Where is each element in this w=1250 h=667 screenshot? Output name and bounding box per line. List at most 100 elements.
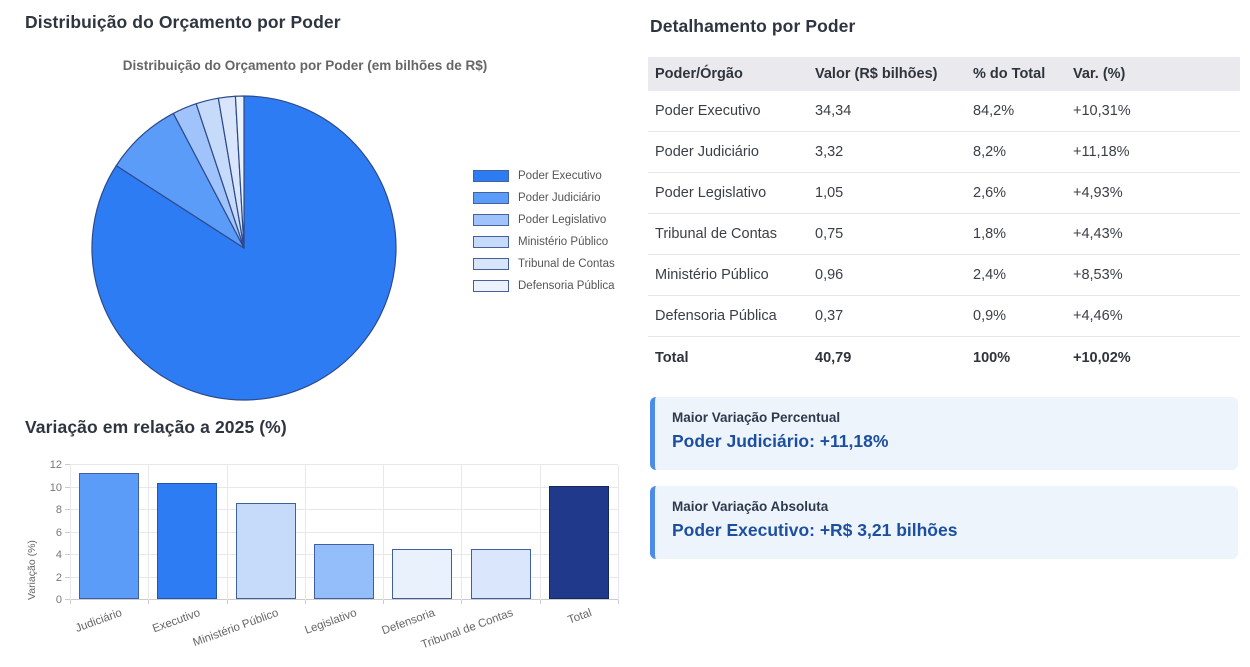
legend-label: Poder Judiciário bbox=[518, 192, 601, 204]
table-cell: +4,43% bbox=[1073, 226, 1123, 242]
legend-swatch bbox=[473, 170, 509, 182]
table-cell: Poder Legislativo bbox=[655, 185, 767, 201]
table-cell: Poder Executivo bbox=[655, 103, 761, 119]
table-cell: 0,37 bbox=[815, 308, 844, 324]
x-axis-tick-mark bbox=[383, 600, 385, 604]
highlight-card-title: Maior Variação Percentual bbox=[672, 410, 841, 425]
bar-section-heading: Variação em relação a 2025 (%) bbox=[25, 417, 287, 437]
y-axis-tick-label: 10 bbox=[49, 481, 62, 494]
table-cell: 100% bbox=[973, 349, 1011, 366]
legend-swatch bbox=[473, 258, 509, 270]
table-cell: 2,4% bbox=[973, 267, 1007, 283]
table-cell: 1,8% bbox=[973, 226, 1007, 242]
table-cell: Defensoria Pública bbox=[655, 308, 777, 324]
table-cell: 8,2% bbox=[973, 144, 1007, 160]
table-cell: Poder Judiciário bbox=[655, 144, 759, 160]
table-header-cell: Poder/Órgão bbox=[655, 66, 743, 82]
legend-label: Poder Legislativo bbox=[518, 214, 607, 226]
y-axis-tick-label: 4 bbox=[55, 549, 62, 561]
highlight-card-absolute-variation: Maior Variação Absoluta Poder Executivo:… bbox=[650, 486, 1238, 559]
highlight-card-title: Maior Variação Absoluta bbox=[672, 499, 829, 514]
bar-chart-x-axis-line bbox=[70, 599, 618, 600]
highlight-card-value: Poder Judiciário: +11,18% bbox=[672, 431, 889, 451]
table-cell: 0,9% bbox=[973, 308, 1007, 324]
y-axis-tick-mark bbox=[65, 599, 70, 600]
gridline-vertical bbox=[70, 465, 71, 600]
bar-chart: Variação (%) 0 2 4 6 8 10 12 Judiciário Executiv… bbox=[26, 459, 619, 651]
table-cell: +11,18% bbox=[1073, 144, 1130, 160]
table-section-heading: Detalhamento por Poder bbox=[650, 16, 856, 36]
legend-item: Poder Judiciário bbox=[473, 187, 615, 209]
gridline-vertical bbox=[304, 465, 306, 600]
x-axis-category-label: Judiciário bbox=[73, 607, 124, 635]
x-axis-tick-mark bbox=[148, 600, 150, 604]
bar bbox=[314, 543, 374, 599]
table-header-cell: Var. (%) bbox=[1073, 66, 1126, 82]
legend-label: Defensoria Pública bbox=[518, 280, 615, 292]
table-cell: 84,2% bbox=[973, 103, 1015, 119]
table-cell: +4,46% bbox=[1073, 308, 1123, 324]
x-axis-tick-mark bbox=[539, 600, 541, 604]
gridline-horizontal bbox=[70, 486, 618, 488]
x-axis-category-label: Ministério Público bbox=[191, 607, 280, 650]
pie-section-heading: Distribuição do Orçamento por Poder bbox=[25, 12, 341, 32]
x-axis-category-label: Total bbox=[566, 607, 593, 627]
legend-label: Ministério Público bbox=[518, 236, 609, 248]
y-axis-tick-mark bbox=[65, 509, 70, 510]
legend-swatch bbox=[473, 280, 509, 292]
bar bbox=[470, 549, 531, 599]
table-cell: 2,6% bbox=[973, 185, 1007, 201]
y-axis-tick-label: 12 bbox=[49, 459, 62, 471]
table-cell: 1,05 bbox=[815, 185, 844, 201]
table-cell: +4,93% bbox=[1073, 185, 1123, 201]
legend-swatch bbox=[473, 236, 509, 248]
legend-swatch bbox=[473, 214, 509, 226]
bar bbox=[157, 483, 218, 599]
x-axis-category-label: Defensoria bbox=[380, 607, 437, 638]
pie-chart-title: Distribuição do Orçamento por Poder (em … bbox=[122, 58, 488, 73]
table-cell: +10,02% bbox=[1073, 349, 1131, 366]
table-row: Poder Legislativo 1,05 2,6% +4,93% bbox=[648, 173, 1240, 214]
legend-item: Ministério Público bbox=[473, 231, 615, 253]
table-cell: Tribunal de Contas bbox=[655, 226, 777, 242]
highlight-card-value: Poder Executivo: +R$ 3,21 bilhões bbox=[672, 520, 958, 540]
table-row: Tribunal de Contas 0,75 1,8% +4,43% bbox=[648, 214, 1240, 255]
gridline-horizontal bbox=[70, 509, 618, 510]
table-total-row: Total 40,79 100% +10,02% bbox=[648, 337, 1240, 378]
y-axis-tick-label: 8 bbox=[55, 504, 62, 516]
table-header-row: Poder/Órgão Valor (R$ bilhões) % do Total V… bbox=[648, 57, 1240, 91]
gridline-vertical bbox=[148, 465, 150, 600]
x-axis-tick-mark bbox=[226, 600, 228, 604]
table-cell: 0,96 bbox=[815, 267, 844, 283]
table-cell: Total bbox=[655, 349, 689, 366]
table-cell: Ministério Público bbox=[655, 267, 769, 283]
y-axis-tick-mark bbox=[65, 486, 70, 488]
x-axis-category-label: Executivo bbox=[150, 607, 202, 636]
legend-label: Poder Executivo bbox=[518, 170, 602, 182]
y-axis-tick-mark bbox=[65, 464, 70, 465]
y-axis-tick-label: 6 bbox=[55, 526, 62, 539]
pie-legend: Poder Executivo Poder Judiciário Poder Leg… bbox=[473, 165, 615, 297]
table-row: Poder Executivo 34,34 84,2% +10,31% bbox=[648, 91, 1240, 132]
y-axis-tick-mark bbox=[65, 531, 70, 533]
x-axis-tick-mark bbox=[618, 600, 619, 604]
pie-slice bbox=[234, 95, 245, 249]
gridline-horizontal bbox=[70, 464, 618, 465]
table-cell: +8,53% bbox=[1073, 267, 1123, 283]
table-cell: 34,34 bbox=[815, 103, 852, 119]
bar bbox=[392, 548, 453, 599]
x-axis-tick-mark bbox=[304, 600, 306, 604]
detail-table: Poder/Órgão Valor (R$ bilhões) % do Total V… bbox=[648, 57, 1240, 378]
table-cell: +10,31% bbox=[1073, 103, 1131, 119]
table-cell: 3,32 bbox=[815, 144, 844, 160]
x-axis-category-label: Legislativo bbox=[302, 607, 359, 637]
bar bbox=[548, 486, 609, 599]
table-cell: 0,75 bbox=[815, 226, 844, 242]
x-axis-tick-mark bbox=[461, 600, 463, 604]
table-row: Poder Judiciário 3,32 8,2% +11,18% bbox=[648, 132, 1240, 173]
legend-item: Defensoria Pública bbox=[473, 275, 615, 297]
bar bbox=[235, 503, 296, 599]
legend-swatch bbox=[473, 192, 509, 204]
y-axis-tick-mark bbox=[65, 554, 70, 555]
